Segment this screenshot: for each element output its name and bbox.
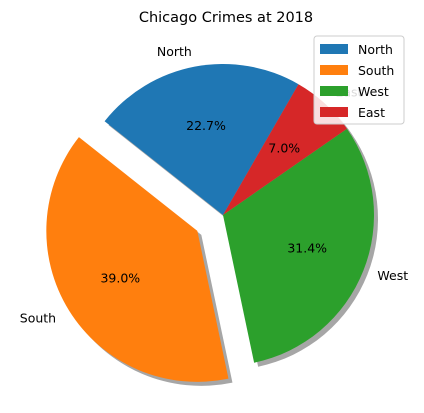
percent-label-south: 39.0% [100, 271, 140, 286]
slice-label-north: North [157, 44, 192, 59]
legend-swatch-west [320, 86, 348, 96]
percent-label-north: 22.7% [186, 118, 226, 133]
legend: North South West East [313, 35, 405, 125]
legend-swatch-north [320, 44, 348, 54]
legend-label-south: South [358, 63, 394, 78]
legend-label-north: North [358, 42, 393, 57]
slice-label-south: South [20, 310, 56, 325]
slice-label-west: West [377, 268, 408, 283]
slice-south [46, 137, 229, 382]
percent-label-west: 31.4% [287, 240, 327, 255]
legend-label-east: East [358, 105, 385, 120]
slice-west [223, 128, 374, 363]
legend-swatch-south [320, 65, 348, 75]
legend-swatch-east [320, 107, 348, 117]
percent-labels: 22.7% 39.0% 31.4% 7.0% [100, 118, 327, 286]
slice-north [104, 63, 299, 216]
percent-label-east: 7.0% [268, 140, 300, 155]
chart-title: Chicago Crimes at 2018 [139, 10, 313, 26]
legend-label-west: West [358, 84, 389, 99]
legend-frame [313, 35, 405, 125]
